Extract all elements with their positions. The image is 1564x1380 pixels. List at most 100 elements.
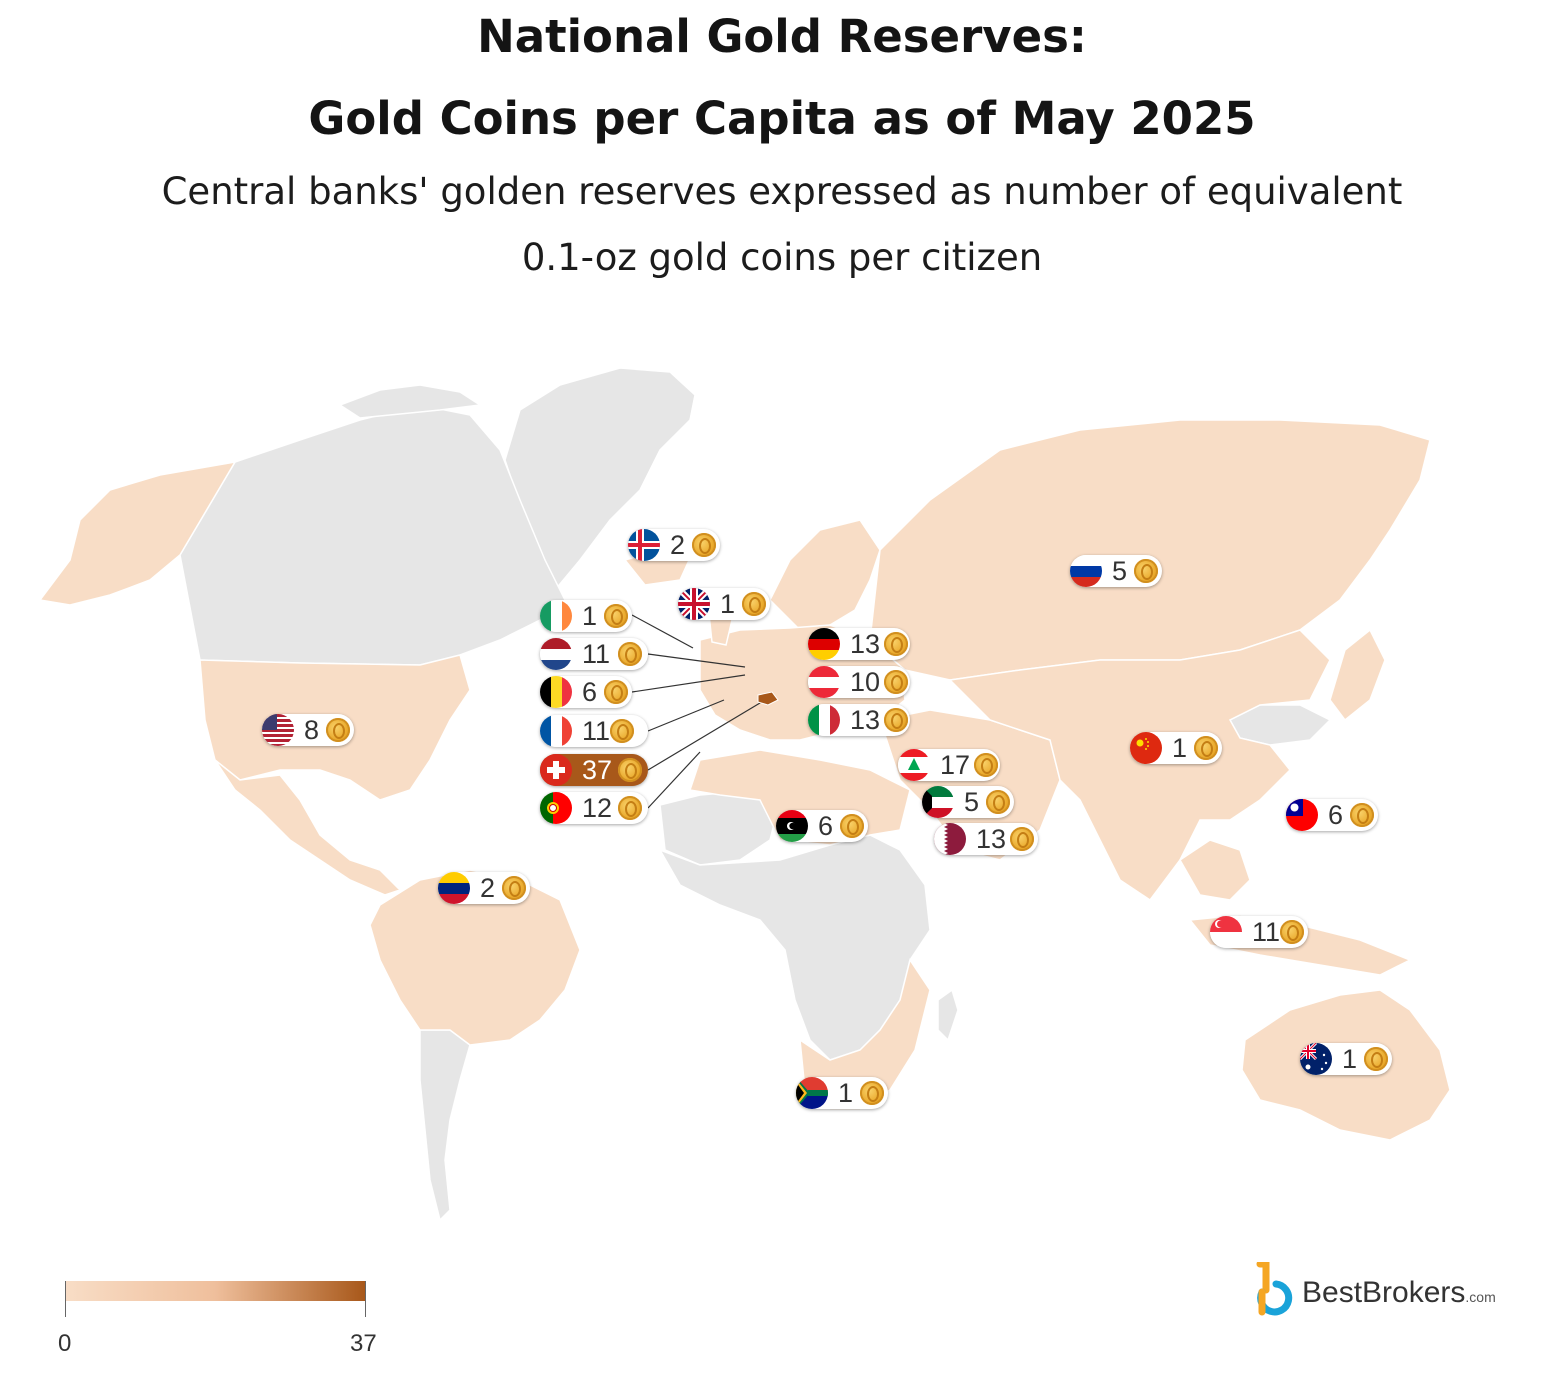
austria-value: 10	[850, 667, 881, 697]
south-africa-flag-icon	[796, 1077, 828, 1109]
coin-icon	[986, 790, 1010, 814]
germany-flag-icon	[808, 628, 840, 660]
kuwait-value: 5	[964, 787, 980, 817]
libya-flag-icon	[776, 810, 808, 842]
title-line-1: National Gold Reserves:	[477, 10, 1087, 63]
coin-icon	[604, 680, 628, 704]
leader-france	[647, 699, 725, 732]
bestbrokers-logo: BestBrokers.com	[1252, 1260, 1522, 1324]
coin-icon	[1350, 803, 1374, 827]
pill-kuwait: 5	[922, 786, 1014, 818]
coin-icon	[860, 1081, 884, 1105]
belgium-value: 6	[582, 677, 598, 707]
coin-icon	[604, 604, 628, 628]
brand-suffix: .com	[1465, 1289, 1496, 1305]
japan	[1329, 628, 1386, 722]
pill-ireland: 1	[540, 600, 632, 632]
legend-tick-max	[365, 1281, 366, 1317]
brand-name: BestBrokers	[1302, 1276, 1466, 1309]
south-africa-value: 1	[838, 1078, 854, 1108]
pill-switzerland: 37	[540, 754, 648, 786]
australia-value: 1	[1342, 1044, 1358, 1074]
pill-lebanon: 17	[898, 749, 1000, 781]
coin-icon	[618, 796, 642, 820]
lebanon-value: 17	[940, 750, 971, 780]
australia-flag-icon	[1300, 1043, 1332, 1075]
coin-icon	[502, 876, 526, 900]
coin-icon	[1134, 559, 1158, 583]
pill-china: 1	[1130, 732, 1222, 764]
pill-libya: 6	[776, 810, 868, 842]
austria-flag-icon	[808, 666, 840, 698]
pill-taiwan: 6	[1286, 799, 1378, 831]
coin-icon	[1194, 736, 1218, 760]
pill-austria: 10	[808, 666, 910, 698]
southern-africa	[799, 958, 931, 1111]
germany-value: 13	[850, 629, 881, 659]
coin-icon	[1364, 1047, 1388, 1071]
south-america-south	[419, 1029, 471, 1222]
scandinavia	[769, 519, 881, 631]
qatar-value: 13	[976, 824, 1007, 854]
coin-icon	[1010, 827, 1034, 851]
russia-value: 5	[1112, 556, 1128, 586]
pill-germany: 13	[808, 628, 910, 660]
russia-flag-icon	[1070, 555, 1102, 587]
uk-value: 1	[720, 589, 736, 619]
madagascar	[937, 988, 959, 1042]
brand-logo-icon	[1256, 1260, 1293, 1316]
taiwan-value: 6	[1328, 800, 1344, 830]
coin-icon	[884, 632, 908, 656]
pill-russia: 5	[1070, 555, 1162, 587]
canada-islands	[338, 384, 483, 419]
pill-iceland: 2	[628, 529, 720, 561]
venezuela-flag-icon	[438, 872, 470, 904]
coin-icon	[1280, 920, 1304, 944]
netherlands-flag-icon	[540, 638, 572, 670]
leader-netherlands	[647, 653, 746, 668]
usa-value: 8	[304, 715, 320, 745]
legend-color-scale	[65, 1281, 365, 1301]
mexico-central-america	[214, 759, 402, 896]
pill-belgium: 6	[540, 676, 632, 708]
switzerland-highlight	[757, 691, 779, 706]
legend-max-label: 37	[350, 1330, 377, 1357]
middle-east	[879, 709, 1061, 861]
alaska	[38, 460, 237, 606]
usa-flag-icon	[262, 714, 294, 746]
southeast-asia	[1179, 839, 1251, 901]
singapore-value: 11	[1252, 917, 1281, 947]
pill-singapore: 11	[1210, 916, 1308, 948]
pill-netherlands: 11	[540, 638, 648, 670]
pill-italy: 13	[808, 704, 910, 736]
qatar-flag-icon	[934, 823, 966, 855]
switzerland-value: 37	[582, 755, 613, 785]
coin-icon	[974, 753, 998, 777]
iceland-value: 2	[670, 530, 686, 560]
singapore-flag-icon	[1210, 916, 1242, 948]
uk-flag-icon	[678, 588, 710, 620]
libya-value: 6	[818, 811, 834, 841]
china-value: 1	[1172, 733, 1188, 763]
title-line-2: Gold Coins per Capita as of May 2025	[308, 92, 1256, 145]
taiwan-flag-icon	[1286, 799, 1318, 831]
coin-icon	[618, 758, 642, 782]
legend-tick-min	[65, 1281, 66, 1317]
france-flag-icon	[540, 715, 572, 747]
coin-icon	[618, 642, 642, 666]
ireland-value: 1	[582, 601, 598, 631]
subtitle-line-2: 0.1-oz gold coins per citizen	[521, 236, 1043, 279]
portugal-value: 12	[582, 793, 613, 823]
coin-icon	[840, 814, 864, 838]
subtitle-line-1: Central banks' golden reserves expressed…	[161, 170, 1403, 213]
lebanon-flag-icon	[898, 749, 930, 781]
leader-ireland	[631, 614, 694, 649]
russia-land	[869, 419, 1431, 681]
venezuela-value: 2	[480, 873, 496, 903]
pill-south-africa: 1	[796, 1077, 888, 1109]
coin-icon	[884, 670, 908, 694]
coin-icon	[742, 592, 766, 616]
pill-venezuela: 2	[438, 872, 530, 904]
italy-value: 13	[850, 705, 881, 735]
